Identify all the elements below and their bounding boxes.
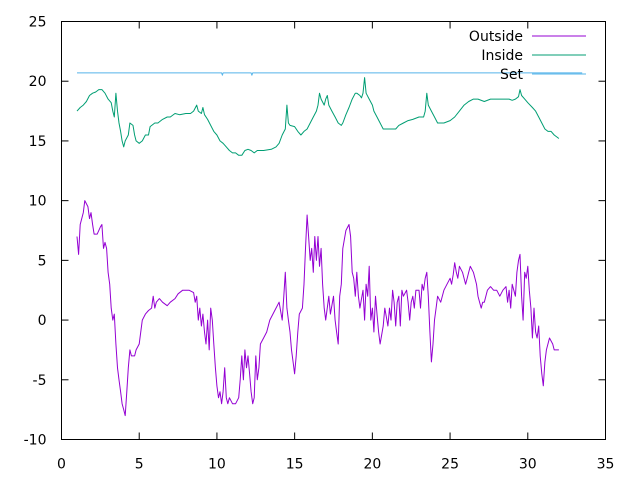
y-tick-label: 5	[38, 253, 47, 269]
legend-label-inside: Inside	[481, 48, 523, 64]
x-tick: 15	[286, 21, 304, 473]
y-tick-label: 25	[29, 15, 47, 31]
x-tick: 10	[208, 21, 226, 473]
x-tick-label: 15	[286, 457, 304, 473]
y-tick: 25	[29, 15, 47, 31]
series-line-set	[77, 72, 583, 76]
y-tick: 10	[29, 194, 606, 210]
x-tick-label: 20	[363, 457, 381, 473]
y-tick: 20	[29, 74, 606, 90]
y-tick-label: 10	[29, 194, 47, 210]
series-line-outside	[76, 200, 559, 417]
x-tick: 0	[57, 457, 66, 473]
x-tick: 20	[363, 21, 381, 473]
y-tick: 15	[29, 134, 606, 150]
x-tick: 35	[597, 457, 615, 473]
y-tick: -5	[33, 373, 606, 389]
x-tick-label: 25	[441, 457, 459, 473]
plot-frame	[61, 21, 606, 440]
x-tick-label: 35	[597, 457, 615, 473]
x-tick: 5	[135, 21, 144, 473]
y-tick-label: 15	[29, 134, 47, 150]
y-tick-label: 20	[29, 74, 47, 90]
y-tick-label: -5	[33, 373, 47, 389]
x-tick: 25	[441, 21, 459, 473]
y-tick: 5	[38, 253, 606, 269]
y-tick-label: -10	[24, 433, 47, 449]
y-tick: -10	[24, 433, 47, 449]
axis-ticks: 0 5 10 15 20 25 30 35 -10 -5 0 5 10 15 20 25	[24, 15, 615, 473]
x-tick-label: 5	[135, 457, 144, 473]
series-line-inside	[76, 77, 560, 156]
legend-label-set: Set	[500, 67, 524, 83]
legend: Outside Inside Set	[469, 29, 586, 83]
x-tick-label: 0	[57, 457, 66, 473]
x-tick-label: 30	[519, 457, 537, 473]
y-tick: 0	[38, 313, 606, 329]
series-lines	[76, 72, 583, 417]
x-tick-label: 10	[208, 457, 226, 473]
x-tick: 30	[519, 21, 537, 473]
y-tick-label: 0	[38, 313, 47, 329]
legend-label-outside: Outside	[469, 29, 523, 45]
